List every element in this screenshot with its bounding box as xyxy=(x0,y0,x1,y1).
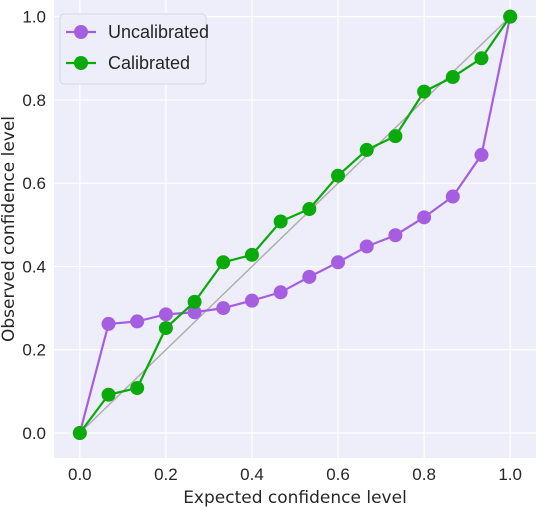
y-tick-label: 0.2 xyxy=(22,341,46,360)
data-point xyxy=(445,189,460,204)
data-point xyxy=(388,129,403,144)
data-point xyxy=(72,426,87,441)
x-tick-label: 0.0 xyxy=(68,465,92,484)
series-line xyxy=(78,16,512,434)
y-axis-label: Observed confidence level xyxy=(0,116,19,342)
y-tick-labels: 0.0 0.2 0.4 0.6 0.8 1.0 xyxy=(22,8,46,443)
data-point xyxy=(331,168,346,183)
legend-label: Uncalibrated xyxy=(108,22,209,42)
data-point xyxy=(445,70,460,85)
legend-marker xyxy=(74,56,88,70)
y-tick-label: 1.0 xyxy=(22,8,46,27)
data-point xyxy=(417,210,432,225)
data-point xyxy=(302,269,317,284)
legend-marker xyxy=(74,25,88,39)
data-point xyxy=(130,381,145,396)
y-tick-label: 0.6 xyxy=(22,174,46,193)
x-tick-labels: 0.0 0.2 0.4 0.6 0.8 1.0 xyxy=(68,465,522,484)
data-point xyxy=(474,51,489,66)
x-tick-label: 0.6 xyxy=(326,465,350,484)
data-point xyxy=(244,247,259,262)
x-tick-label: 0.2 xyxy=(154,465,178,484)
data-point xyxy=(388,228,403,243)
data-point xyxy=(158,321,173,336)
x-tick-label: 1.0 xyxy=(498,465,522,484)
data-point xyxy=(503,9,518,24)
data-point xyxy=(417,84,432,99)
x-tick-label: 0.8 xyxy=(412,465,436,484)
legend-label: Calibrated xyxy=(108,53,190,73)
data-point xyxy=(359,142,374,157)
grid xyxy=(54,0,536,458)
data-point xyxy=(101,316,116,331)
y-tick-label: 0.8 xyxy=(22,91,46,110)
series-line xyxy=(78,16,512,434)
series-group xyxy=(72,9,518,441)
perfect-calibration-line xyxy=(79,16,511,434)
data-point xyxy=(216,255,231,270)
data-point xyxy=(216,301,231,316)
data-point xyxy=(244,293,259,308)
x-tick-label: 0.4 xyxy=(240,465,264,484)
data-point xyxy=(302,202,317,217)
data-point xyxy=(101,387,116,402)
y-tick-label: 0.4 xyxy=(22,257,46,276)
data-point xyxy=(130,314,145,329)
legend-box xyxy=(59,13,207,85)
x-axis-label: Expected confidence level xyxy=(183,488,407,508)
y-tick-label: 0.0 xyxy=(22,424,46,443)
data-point xyxy=(273,214,288,229)
data-point xyxy=(331,255,346,270)
data-point xyxy=(474,147,489,162)
data-point xyxy=(359,239,374,254)
data-point xyxy=(187,305,202,320)
data-point xyxy=(187,294,202,309)
data-point xyxy=(273,285,288,300)
series-calibrated xyxy=(72,9,518,441)
legend: Uncalibrated Calibrated xyxy=(59,13,209,85)
data-point xyxy=(158,307,173,322)
